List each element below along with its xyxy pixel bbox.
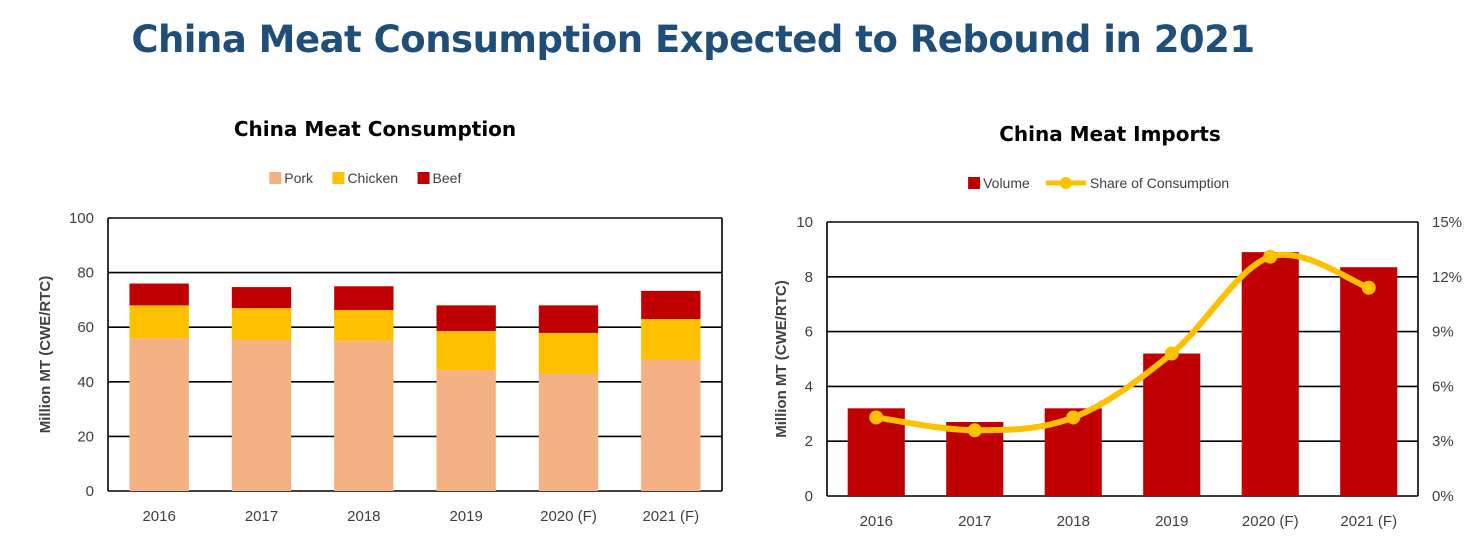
y-axis-label: Million MT (CWE/RTC) — [773, 280, 790, 437]
legend-swatch-icon — [332, 172, 345, 184]
line-point — [1361, 280, 1376, 295]
y-tick-label: 20 — [77, 428, 94, 445]
bar-pork — [334, 340, 394, 491]
legend-item: Pork — [269, 170, 314, 186]
legend-label: Pork — [284, 170, 314, 186]
bar-beef — [334, 286, 394, 311]
y2-tick-label: 0% — [1432, 488, 1454, 505]
y-tick-label: 2 — [805, 433, 813, 450]
x-tick-label: 2016 — [142, 508, 175, 525]
x-tick-label: 2021 (F) — [642, 508, 699, 525]
legend-label: Beef — [433, 170, 462, 186]
y-tick-label: 0 — [86, 483, 94, 500]
y-tick-label: 8 — [805, 269, 813, 286]
legend-swatch-icon — [968, 177, 981, 189]
bar-chicken — [538, 332, 599, 374]
bar-volume — [1340, 267, 1398, 496]
x-tick-label: 2016 — [860, 513, 893, 530]
bar-beef — [129, 283, 189, 306]
bar-chicken — [129, 305, 189, 339]
y2-tick-label: 3% — [1432, 433, 1454, 450]
y2-tick-label: 15% — [1432, 214, 1462, 231]
line-point — [1164, 346, 1179, 361]
x-tick-label: 2018 — [347, 508, 380, 525]
y-tick-label: 10 — [796, 214, 813, 231]
y2-tick-label: 12% — [1432, 269, 1462, 286]
bar-pork — [436, 370, 496, 491]
legend-label: Chicken — [347, 170, 398, 186]
chart-1: China Meat Imports 0 2 4 6 8 10 0% 3% 6% 9% 12% 15% M… — [773, 122, 1462, 530]
legend-marker-icon — [1059, 177, 1072, 189]
x-tick-label: 2017 — [245, 508, 278, 525]
y-tick-label: 40 — [77, 374, 94, 391]
legend-item: Share of Consumption — [1045, 175, 1229, 191]
x-tick-label: 2020 (F) — [540, 508, 597, 525]
x-tick-label: 2017 — [958, 513, 991, 530]
bar-volume — [1143, 353, 1201, 496]
page-title: China Meat Consumption Expected to Rebou… — [131, 18, 1255, 61]
legend-label: Volume — [983, 175, 1030, 191]
chart-title: China Meat Consumption — [234, 117, 516, 141]
bar-beef — [231, 287, 292, 309]
y2-tick-label: 6% — [1432, 378, 1454, 395]
bar-pork — [231, 340, 292, 491]
y-tick-label: 6 — [805, 324, 813, 341]
legend-swatch-icon — [269, 172, 282, 184]
bar-beef — [641, 290, 701, 320]
bar-chicken — [231, 308, 292, 341]
line-point — [869, 410, 884, 425]
bar-pork — [129, 338, 189, 491]
bar-beef — [538, 305, 599, 333]
bar-chicken — [436, 331, 496, 371]
x-tick-label: 2019 — [1155, 513, 1188, 530]
x-tick-label: 2019 — [449, 508, 482, 525]
bar-chicken — [641, 319, 701, 360]
y-tick-label: 100 — [69, 210, 94, 227]
legend-item: Beef — [417, 170, 462, 186]
bar-volume — [1241, 252, 1299, 496]
x-tick-label: 2021 (F) — [1340, 513, 1397, 530]
bar-beef — [436, 305, 496, 332]
y-axis-label: Million MT (CWE/RTC) — [37, 276, 54, 433]
y-tick-label: 80 — [77, 265, 94, 282]
line-point — [967, 423, 982, 438]
bar-chicken — [334, 310, 394, 341]
chart-title: China Meat Imports — [999, 122, 1221, 146]
legend-item: Volume — [968, 175, 1030, 191]
legend-swatch-icon — [417, 172, 430, 184]
y-tick-label: 60 — [77, 319, 94, 336]
y2-tick-label: 9% — [1432, 324, 1454, 341]
line-point — [1263, 249, 1278, 264]
legend-item: Chicken — [332, 170, 398, 186]
line-point — [1066, 410, 1081, 425]
bar-pork — [538, 373, 599, 491]
y-tick-label: 4 — [805, 378, 813, 395]
legend-label: Share of Consumption — [1090, 175, 1229, 191]
bar-pork — [641, 359, 701, 491]
y-tick-label: 0 — [805, 488, 813, 505]
chart-0: China Meat Consumption 0 20 40 60 80 100 Millio… — [37, 117, 723, 525]
x-tick-label: 2020 (F) — [1242, 513, 1299, 530]
x-tick-label: 2018 — [1057, 513, 1090, 530]
